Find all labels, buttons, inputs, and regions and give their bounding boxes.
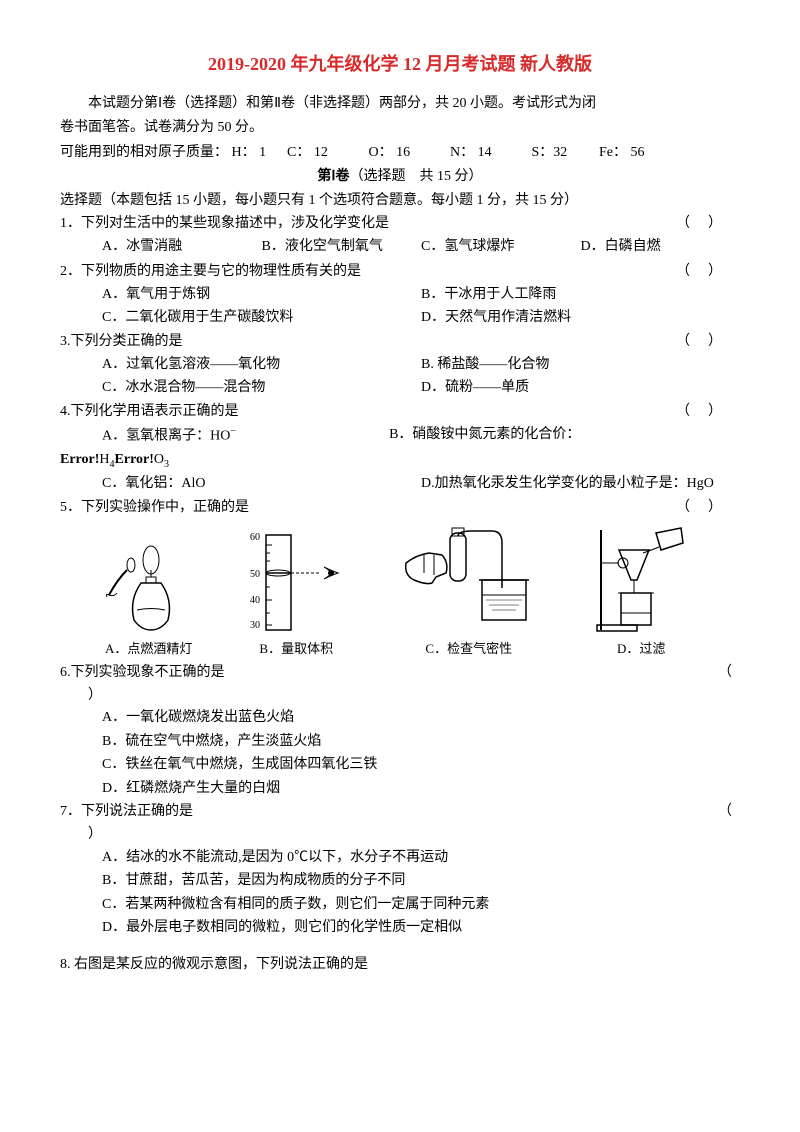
q7-stem-text: 7．下列说法正确的是 [60,804,193,819]
fig-c-label: C．检查气密性 [425,639,512,660]
q2-stem: 2．下列物质的用途主要与它的物理性质有关的是 （） [60,261,740,283]
atomic-n: N： 14 [450,142,528,164]
svg-text:40: 40 [250,595,260,606]
fig-b-label: B．量取体积 [259,639,333,660]
err1: Error! [60,452,99,467]
q4-b: B．硝酸铵中氮元素的化合价： [389,424,580,448]
section-1-header: 第Ⅰ卷（选择题 共 15 分） [60,166,740,188]
q2-b: B．干冰用于人工降雨 [421,284,740,306]
atomic-c: C： 12 [287,142,365,164]
q1-stem-text: 1．下列对生活中的某些现象描述中，涉及化学变化是 [60,216,389,231]
q4-a: A．氢氧根离子：HO− [102,424,389,448]
atomic-masses: 可能用到的相对原子质量： H： 1 C： 12 O： 16 N： 14 S：32… [60,142,740,164]
q4-c: C．氧化铝：AlO [102,473,421,495]
answer-paren: （） [676,497,740,519]
q7-a: A．结冰的水不能流动,是因为 0℃以下，水分子不再运动 [60,847,740,869]
q2-a: A．氧气用于炼钢 [102,284,421,306]
err-o: O [154,452,164,467]
atomic-label: 可能用到的相对原子质量： [60,142,228,164]
q6-c: C．铁丝在氧气中燃烧，生成固体四氧化三铁 [60,754,740,776]
q1-b: B．液化空气制氧气 [262,236,422,258]
q1-stem: 1．下列对生活中的某些现象描述中，涉及化学变化是 （） [60,213,740,235]
q2-c: C．二氧化碳用于生产碳酸饮料 [102,307,421,329]
q6-stem-text: 6.下列实验现象不正确的是 [60,665,225,680]
q4-options-2: C．氧化铝：AlO D.加热氧化汞发生化学变化的最小粒子是：HgO [60,473,740,495]
q7-stem: 7．下列说法正确的是（ [60,801,740,823]
section-1-sub: （选择题 共 15 分） [350,169,483,184]
alcohol-lamp-icon [99,525,199,635]
answer-paren-open: （ [718,801,750,823]
q4-stem-text: 4.下列化学用语表示正确的是 [60,404,239,419]
svg-text:50: 50 [250,569,260,580]
atomic-fe: Fe： 56 [599,142,645,164]
q6-a: A．一氧化碳燃烧发出蓝色火焰 [60,707,740,729]
exam-title: 2019-2020 年九年级化学 12 月月考试题 新人教版 [60,50,740,79]
q2-stem-text: 2．下列物质的用途主要与它的物理性质有关的是 [60,264,361,279]
q5-figures: A．点燃酒精灯 60 50 40 30 B．量取体积 [60,525,740,660]
atomic-s: S：32 [532,142,596,164]
q7-b: B．甘蔗甜，苦瓜苦，是因为构成物质的分子不同 [60,870,740,892]
q2-options-2: C．二氧化碳用于生产碳酸饮料 D．天然气用作清洁燃料 [60,307,740,329]
section-instruction: 选择题（本题包括 15 小题，每小题只有 1 个选项符合题意。每小题 1 分，共… [60,190,740,212]
err-h: H [99,452,109,467]
q3-b: B. 稀盐酸——化合物 [421,354,740,376]
answer-paren: （） [676,331,740,353]
intro-line-1: 本试题分第Ⅰ卷（选择题）和第Ⅱ卷（非选择题）两部分，共 20 小题。考试形式为闭 [60,93,740,115]
answer-paren: （） [676,213,740,235]
q3-d: D．硫粉——单质 [421,377,740,399]
q7-c: C．若某两种微粒含有相同的质子数，则它们一定属于同种元素 [60,894,740,916]
q3-a: A．过氧化氢溶液——氧化物 [102,354,421,376]
answer-paren: （） [676,261,740,283]
q1-a: A．冰雪消融 [102,236,262,258]
fig-c: C．检查气密性 [394,525,544,660]
q7-paren-close: ） [60,824,740,846]
q3-stem-text: 3.下列分类正确的是 [60,334,183,349]
q6-b: B．硫在空气中燃烧，产生淡蓝火焰 [60,731,740,753]
q1-d: D．白磷自燃 [581,236,741,258]
q7-d: D．最外层电子数相同的微粒，则它们的化学性质一定相似 [60,917,740,939]
filter-icon [581,525,701,635]
fig-d-label: D．过滤 [617,639,665,660]
answer-paren: （） [676,401,740,423]
q1-c: C．氢气球爆炸 [421,236,581,258]
section-1-title: 第Ⅰ卷 [317,169,349,184]
q3-options-2: C．冰水混合物——混合物 D．硫粉——单质 [60,377,740,399]
q4-a-text: A．氢氧根离子：HO [102,429,230,444]
q6-stem: 6.下列实验现象不正确的是（ [60,662,740,684]
cylinder-icon: 60 50 40 30 [236,525,356,635]
fig-a: A．点燃酒精灯 [99,525,199,660]
q4-stem: 4.下列化学用语表示正确的是 （） [60,401,740,423]
svg-text:60: 60 [250,532,260,543]
q4-options-1: A．氢氧根离子：HO− B．硝酸铵中氮元素的化合价： [60,424,740,448]
q2-d: D．天然气用作清洁燃料 [421,307,740,329]
q6-paren-close: ） [60,685,740,707]
q2-options-1: A．氧气用于炼钢 B．干冰用于人工降雨 [60,284,740,306]
q4-error-line: Error!H4Error!O3 [60,449,740,473]
q8-stem: 8. 右图是某反应的微观示意图，下列说法正确的是 [60,954,740,976]
q5-stem: 5．下列实验操作中，正确的是 （） [60,497,740,519]
q4-d: D.加热氧化汞发生化学变化的最小粒子是：HgO [421,473,740,495]
q3-stem: 3.下列分类正确的是 （） [60,331,740,353]
airtight-icon [394,525,544,635]
q3-c: C．冰水混合物——混合物 [102,377,421,399]
q3-options-1: A．过氧化氢溶液——氧化物 B. 稀盐酸——化合物 [60,354,740,376]
err2: Error! [115,452,154,467]
fig-d: D．过滤 [581,525,701,660]
intro-line-2: 卷书面笔答。试卷满分为 50 分。 [60,117,740,139]
q1-options: A．冰雪消融 B．液化空气制氧气 C．氢气球爆炸 D．白磷自燃 [60,236,740,258]
q6-d: D．红磷燃烧产生大量的白烟 [60,778,740,800]
atomic-o: O： 16 [369,142,447,164]
q5-stem-text: 5．下列实验操作中，正确的是 [60,500,249,515]
svg-text:30: 30 [250,620,260,631]
answer-paren-open: （ [718,662,750,684]
fig-a-label: A．点燃酒精灯 [105,639,192,660]
atomic-h: H： 1 [232,142,284,164]
fig-b: 60 50 40 30 B．量取体积 [236,525,356,660]
